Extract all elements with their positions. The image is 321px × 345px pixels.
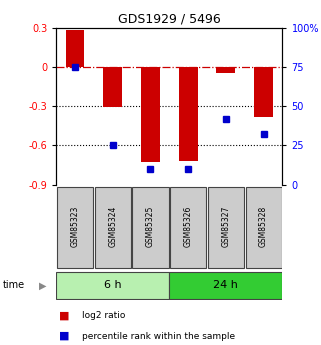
- Text: log2 ratio: log2 ratio: [82, 311, 125, 321]
- Bar: [208, 187, 244, 268]
- Bar: [169, 272, 282, 299]
- Text: GSM85325: GSM85325: [146, 205, 155, 247]
- Bar: [254, 67, 273, 117]
- Text: GSM85328: GSM85328: [259, 205, 268, 247]
- Title: GDS1929 / 5496: GDS1929 / 5496: [118, 12, 221, 25]
- Text: GSM85326: GSM85326: [184, 205, 193, 247]
- Bar: [179, 67, 198, 161]
- Bar: [57, 187, 93, 268]
- Bar: [103, 67, 122, 107]
- Text: 24 h: 24 h: [213, 280, 238, 290]
- Text: GSM85327: GSM85327: [221, 205, 230, 247]
- Bar: [132, 187, 169, 268]
- Bar: [246, 187, 282, 268]
- Bar: [170, 187, 206, 268]
- Bar: [216, 67, 235, 73]
- Text: 6 h: 6 h: [104, 280, 122, 290]
- Text: ▶: ▶: [39, 280, 46, 290]
- Bar: [56, 272, 169, 299]
- Text: ■: ■: [59, 331, 70, 341]
- Text: percentile rank within the sample: percentile rank within the sample: [82, 332, 235, 341]
- Text: ■: ■: [59, 311, 70, 321]
- Bar: [141, 67, 160, 162]
- Text: time: time: [3, 280, 25, 290]
- Text: GSM85323: GSM85323: [71, 205, 80, 247]
- Bar: [95, 187, 131, 268]
- Bar: [65, 30, 84, 67]
- Text: GSM85324: GSM85324: [108, 205, 117, 247]
